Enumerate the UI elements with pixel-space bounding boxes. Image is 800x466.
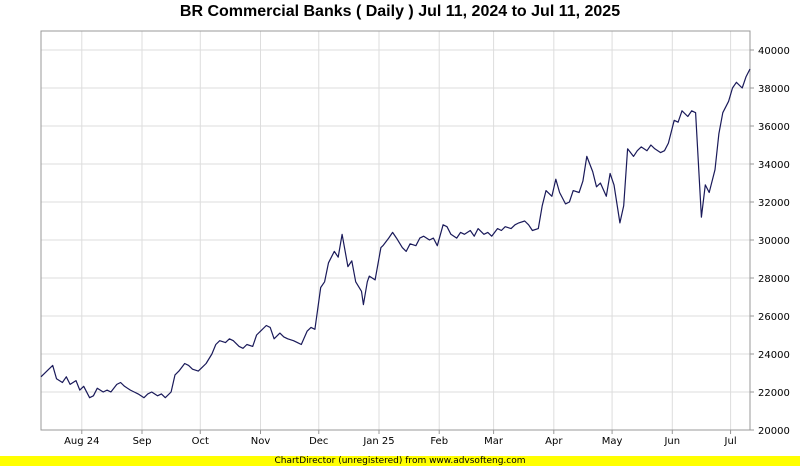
y-tick-label: 38000: [758, 84, 790, 95]
y-tick-label: 24000: [758, 350, 790, 361]
chart-title: BR Commercial Banks ( Daily ) Jul 11, 20…: [179, 3, 621, 20]
x-tick-label: Sep: [133, 436, 152, 447]
y-tick-label: 28000: [758, 274, 790, 285]
y-tick-label: 20000: [758, 426, 790, 437]
x-tick-label: Nov: [251, 436, 271, 447]
grid-lines: [41, 31, 750, 431]
y-tick-label: 26000: [758, 312, 790, 323]
series-line: [40, 68, 751, 399]
y-tick-label: 34000: [758, 160, 790, 171]
x-tick-label: Jul: [724, 436, 737, 447]
plot-area-frame: [40, 30, 751, 431]
x-tick-label: Aug 24: [64, 436, 99, 447]
x-tick-label: Dec: [309, 436, 328, 447]
y-tick-label: 30000: [758, 236, 790, 247]
footer-credit: ChartDirector (unregistered) from www.ad…: [0, 456, 800, 466]
x-tick-label: Jan 25: [362, 436, 394, 447]
y-tick-label: 32000: [758, 198, 790, 209]
x-tick-label: Mar: [484, 436, 504, 447]
x-tick-label: May: [602, 436, 623, 447]
y-axis: 20000 22000 24000 26000 28000 30000 32000 34000…: [750, 46, 790, 437]
x-tick-label: Apr: [545, 436, 563, 447]
y-tick-label: 40000: [758, 46, 790, 57]
y-tick-label: 22000: [758, 388, 790, 399]
x-tick-label: Jun: [663, 436, 680, 447]
y-tick-label: 36000: [758, 122, 790, 133]
x-axis: Aug 24 Sep Oct Nov Dec Jan 25 Feb Mar Apr May Jun J…: [64, 430, 737, 447]
x-tick-label: Feb: [430, 436, 448, 447]
x-tick-label: Oct: [192, 436, 209, 447]
